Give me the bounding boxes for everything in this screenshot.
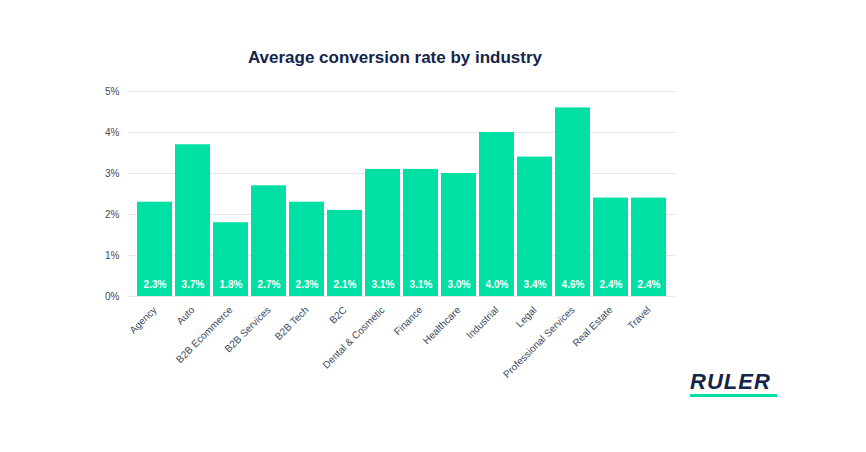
svg-text:Healthcare: Healthcare <box>421 304 463 346</box>
svg-text:0%: 0% <box>105 291 120 302</box>
svg-text:2.4%: 2.4% <box>600 279 623 290</box>
svg-text:4%: 4% <box>105 127 120 138</box>
svg-text:2.1%: 2.1% <box>334 279 357 290</box>
svg-text:Agency: Agency <box>127 304 158 335</box>
html-text:RULER: RULER <box>690 369 771 394</box>
svg-text:Dental & Cosmetic: Dental & Cosmetic <box>320 304 386 370</box>
svg-text:3.0%: 3.0% <box>448 279 471 290</box>
html-text:Average conversion rate by ind: Average conversion rate by industry <box>247 48 543 67</box>
svg-text:4.0%: 4.0% <box>486 279 509 290</box>
svg-text:Legal: Legal <box>514 304 539 329</box>
svg-text:2%: 2% <box>105 209 120 220</box>
svg-text:3.1%: 3.1% <box>410 279 433 290</box>
svg-text:2.3%: 2.3% <box>144 279 167 290</box>
svg-text:Finance: Finance <box>392 304 425 337</box>
svg-text:3.4%: 3.4% <box>524 279 547 290</box>
svg-text:4.6%: 4.6% <box>562 279 585 290</box>
svg-text:B2B Services: B2B Services <box>222 304 272 354</box>
svg-text:Industrial: Industrial <box>464 304 500 340</box>
svg-text:2.3%: 2.3% <box>296 279 319 290</box>
svg-text:1%: 1% <box>105 250 120 261</box>
svg-text:3.1%: 3.1% <box>372 279 395 290</box>
svg-text:B2B Ecommerce: B2B Ecommerce <box>174 304 235 365</box>
svg-text:1.8%: 1.8% <box>220 279 243 290</box>
svg-text:2.7%: 2.7% <box>258 279 281 290</box>
svg-text:3.7%: 3.7% <box>182 279 205 290</box>
svg-text:Auto: Auto <box>174 304 197 327</box>
svg-text:B2C: B2C <box>327 304 349 326</box>
svg-text:5%: 5% <box>105 86 120 97</box>
svg-text:2.4%: 2.4% <box>638 279 661 290</box>
svg-text:Real Estate: Real Estate <box>570 304 615 349</box>
svg-text:Travel: Travel <box>626 304 653 331</box>
svg-text:B2B Tech: B2B Tech <box>273 304 311 342</box>
svg-text:Professional Services: Professional Services <box>501 304 577 380</box>
svg-text:3%: 3% <box>105 168 120 179</box>
